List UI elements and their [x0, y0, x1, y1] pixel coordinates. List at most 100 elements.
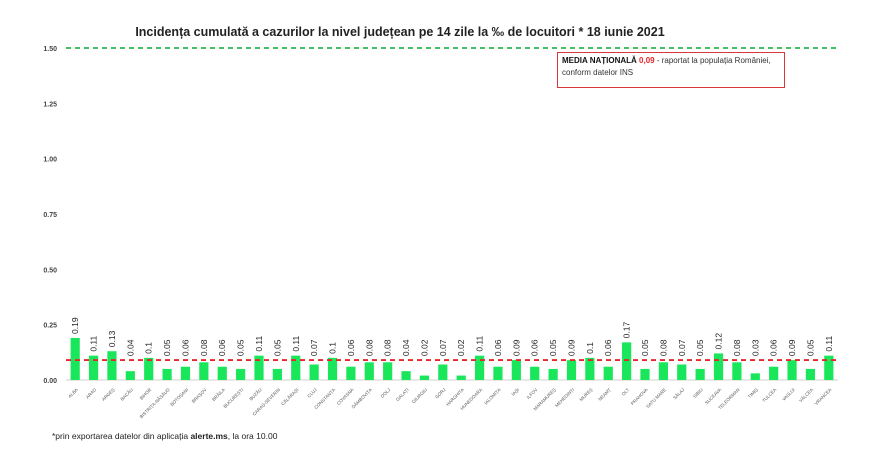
data-label: 0.08	[732, 339, 742, 356]
data-label: 0.07	[309, 339, 319, 356]
bar-gorj	[438, 364, 448, 380]
bar-giurgiu	[419, 375, 430, 380]
data-label: 0.11	[254, 335, 264, 351]
bar-bihor	[144, 357, 154, 380]
bar-teleorman	[732, 362, 742, 380]
x-tick-label: BOTOȘANI	[169, 387, 189, 407]
data-label: 0.11	[475, 335, 485, 351]
x-tick-label: SIBIU	[692, 387, 704, 399]
bar-argeș	[107, 351, 117, 380]
x-tick-label: TULCEA	[761, 387, 777, 403]
data-label: 0.19	[70, 317, 80, 334]
x-tick-label: PRAHOVA	[630, 387, 649, 406]
x-tick-label: TIMIȘ	[747, 387, 759, 399]
x-tick-label: IALOMIȚA	[483, 387, 501, 405]
bar-vrancea	[824, 355, 834, 380]
data-label: 0.03	[750, 339, 760, 356]
bar-sibiu	[695, 368, 705, 380]
data-label: 0.08	[658, 339, 668, 356]
data-label: 0.07	[438, 339, 448, 356]
bar-hunedoara	[474, 355, 485, 380]
x-tick-label: BRĂILA	[210, 386, 226, 402]
bar-vaslui	[787, 360, 797, 380]
bar-brăila	[217, 366, 227, 380]
bar-bistrița-năsăud	[162, 368, 172, 380]
data-label: 0.1	[328, 342, 338, 354]
data-label: 0.04	[401, 339, 411, 356]
national-average-legend: MEDIA NAȚIONALĂ 0,09 - raportat la popul…	[557, 52, 785, 88]
data-label: 0.1	[585, 342, 595, 354]
x-tick-label: SĂLAJ	[671, 386, 685, 400]
y-tick-label: 1.00	[43, 157, 57, 164]
x-tick-label: VRANCEA	[814, 387, 833, 406]
x-tick-label: ILFOV	[526, 387, 539, 400]
x-tick-label: BUZĂU	[248, 386, 263, 401]
bar-constanța	[327, 357, 338, 380]
data-label: 0.11	[291, 335, 301, 351]
bar-arad	[88, 355, 99, 380]
bar-neamț	[603, 366, 613, 380]
bar-maramureș	[548, 368, 558, 380]
bar-ilfov	[530, 366, 540, 380]
x-tick-label: ARAD	[85, 387, 98, 400]
x-tick-label: GALAȚI	[395, 387, 410, 402]
bar-galați	[401, 371, 411, 380]
data-label: 0.06	[217, 339, 227, 356]
x-tick-label: CĂLĂRAȘI	[279, 386, 299, 406]
x-tick-label: ARGEȘ	[101, 387, 116, 402]
bar-mureș	[585, 357, 595, 380]
x-tick-label: GIURGIU	[411, 387, 428, 404]
data-label: 0.08	[383, 339, 393, 356]
bar-bucurești	[236, 368, 246, 380]
x-tick-label: SUCEAVA	[704, 387, 722, 405]
data-label: 0.1	[144, 342, 154, 354]
bar-vâlcea	[805, 368, 816, 380]
footnote-app: alerte.ms	[190, 431, 228, 441]
x-tick-label: MUREȘ	[579, 387, 594, 402]
data-label: 0.05	[695, 339, 705, 356]
x-tick-label: IAȘI	[510, 387, 520, 397]
x-tick-label: BISTRIȚA-NĂSĂUD	[138, 386, 171, 419]
data-label: 0.05	[272, 339, 282, 356]
bar-caraș-severin	[272, 368, 282, 380]
bar-botoșani	[180, 366, 191, 380]
chart-title: Incidența cumulată a cazurilor la nivel …	[135, 25, 665, 39]
x-tick-label: BIHOR	[139, 387, 153, 401]
data-label: 0.02	[456, 339, 466, 356]
bar-alba	[70, 337, 80, 380]
x-tick-label: SATU MARE	[645, 387, 667, 409]
footnote: *prin exportarea datelor din aplicația a…	[52, 431, 277, 441]
legend-value: 0,09	[639, 56, 655, 65]
x-tick-label: VASLUI	[781, 387, 796, 402]
bar-timiș	[750, 373, 760, 380]
data-label: 0.06	[346, 339, 356, 356]
footnote-suffix: , la ora 10.00	[227, 431, 278, 441]
bar-dolj	[383, 362, 393, 380]
bar-suceava	[713, 353, 724, 380]
data-label: 0.04	[125, 339, 135, 356]
bar-dâmbovița	[364, 362, 374, 380]
x-tick-label: DOLJ	[380, 387, 392, 399]
x-tick-label: ALBA	[67, 387, 79, 399]
data-label: 0.12	[714, 333, 724, 350]
data-label: 0.02	[419, 339, 429, 356]
y-tick-label: 1.25	[43, 101, 57, 108]
data-label: 0.09	[511, 339, 521, 356]
bar-satu mare	[658, 362, 668, 380]
x-tick-label: NEAMȚ	[597, 387, 612, 402]
data-label: 0.05	[162, 339, 172, 356]
data-label: 0.05	[805, 339, 815, 356]
bar-bacău	[125, 371, 135, 380]
bar-sălaj	[677, 364, 687, 380]
y-tick-label: 0.50	[43, 267, 57, 274]
bar-iași	[511, 360, 521, 380]
data-label: 0.11	[824, 335, 834, 351]
data-label: 0.06	[603, 339, 613, 356]
x-tick-label: OLT	[621, 387, 631, 397]
bar-brașov	[199, 362, 209, 380]
y-tick-label: 0.00	[43, 378, 57, 385]
data-label: 0.09	[566, 339, 576, 356]
data-label: 0.06	[180, 339, 190, 356]
x-tick-label: BRAȘOV	[191, 387, 208, 404]
